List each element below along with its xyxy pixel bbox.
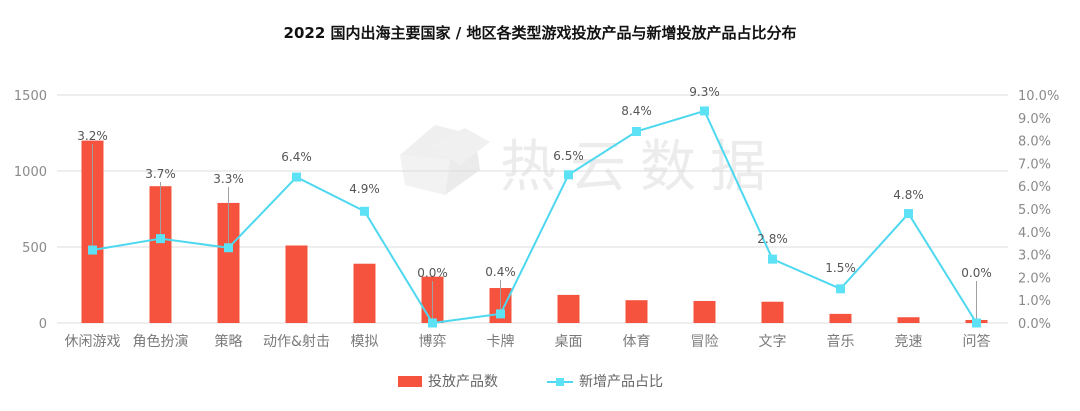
right-axis-tick: 8.0% xyxy=(1018,135,1051,150)
line-data-label: 6.4% xyxy=(281,150,312,164)
legend-item-line[interactable]: 新增产品占比 xyxy=(547,371,663,391)
line-data-label: 2.8% xyxy=(757,232,788,246)
line-marker[interactable] xyxy=(972,318,981,328)
line-marker[interactable] xyxy=(768,254,777,264)
x-axis-category: 策略 xyxy=(215,333,243,350)
x-axis-category: 卡牌 xyxy=(487,333,515,350)
line-data-label: 4.9% xyxy=(349,182,380,196)
line-data-label: 0.4% xyxy=(485,265,516,279)
right-axis-tick: 4.0% xyxy=(1018,226,1051,241)
line-marker[interactable] xyxy=(836,284,845,294)
bar[interactable] xyxy=(149,186,172,323)
data-label-leaders xyxy=(92,144,977,319)
line-data-label: 3.2% xyxy=(77,129,108,143)
x-axis-category: 问答 xyxy=(963,333,991,350)
legend-item-bar[interactable]: 投放产品数 xyxy=(398,371,498,391)
left-axis-tick: 500 xyxy=(22,241,47,256)
legend-line-label: 新增产品占比 xyxy=(579,374,663,390)
line-data-label: 4.8% xyxy=(893,188,924,202)
left-axis-tick: 0 xyxy=(39,317,47,332)
line-marker[interactable] xyxy=(564,170,573,180)
legend-bar-swatch-icon xyxy=(398,375,422,387)
x-axis-category: 音乐 xyxy=(827,333,855,350)
line-data-label: 9.3% xyxy=(689,85,720,99)
line-data-label: 3.3% xyxy=(213,172,244,186)
right-axis-tick: 3.0% xyxy=(1018,249,1051,264)
left-axis-tick: 1500 xyxy=(14,89,47,104)
x-axis-category: 桌面 xyxy=(555,334,583,350)
line-data-label: 3.7% xyxy=(145,167,176,181)
right-axis-tick: 0.0% xyxy=(1018,317,1051,332)
bar-series-投放产品数 xyxy=(81,140,988,323)
line-marker[interactable] xyxy=(496,309,505,319)
bar[interactable] xyxy=(285,245,308,323)
right-axis-tick: 10.0% xyxy=(1018,89,1059,104)
line-series-新增产品占比 xyxy=(88,106,981,328)
line-marker[interactable] xyxy=(428,318,437,328)
line-data-label: 8.4% xyxy=(621,104,652,118)
bar[interactable] xyxy=(897,317,920,323)
legend-bar-label: 投放产品数 xyxy=(428,374,498,390)
x-axis-category: 冒险 xyxy=(691,334,719,350)
right-axis-tick: 1.0% xyxy=(1018,294,1051,309)
right-axis-tick: 5.0% xyxy=(1018,203,1051,218)
x-axis-category: 角色扮演 xyxy=(133,333,189,350)
data-labels: 3.2% 3.7% 3.3% 6.4% 4.9% 0.0% 0.4% 6.5% 8.4% 9.3%… xyxy=(77,85,992,280)
right-axis-tick: 7.0% xyxy=(1018,157,1051,172)
line-marker[interactable] xyxy=(156,234,165,244)
left-axis-tick: 1000 xyxy=(14,165,47,180)
right-axis-tick: 9.0% xyxy=(1018,112,1051,127)
x-axis-category: 竞速 xyxy=(895,333,923,350)
x-axis-category: 体育 xyxy=(623,334,651,350)
line-data-label: 0.0% xyxy=(417,266,448,280)
line-marker[interactable] xyxy=(360,206,369,216)
bar[interactable] xyxy=(353,263,376,323)
bar[interactable] xyxy=(625,300,648,323)
line-marker[interactable] xyxy=(632,126,641,136)
x-axis-category: 博弈 xyxy=(419,333,447,350)
line-data-label: 6.5% xyxy=(553,149,584,163)
x-axis-category: 动作&射击 xyxy=(263,334,330,350)
line-marker[interactable] xyxy=(292,172,301,182)
line-marker[interactable] xyxy=(904,209,913,219)
gridlines xyxy=(57,94,1008,324)
legend-line-swatch-icon xyxy=(547,376,573,387)
legend: 投放产品数 新增产品占比 xyxy=(0,371,1080,393)
line-marker[interactable] xyxy=(224,243,233,253)
bar[interactable] xyxy=(557,294,580,323)
line-data-label: 1.5% xyxy=(825,261,856,275)
bar[interactable] xyxy=(829,313,852,323)
right-axis-tick: 2.0% xyxy=(1018,271,1051,286)
x-axis-category: 休闲游戏 xyxy=(65,334,121,350)
bar[interactable] xyxy=(693,300,716,323)
chart-title: 2022 国内出海主要国家 / 地区各类型游戏投放产品与新增投放产品占比分布 xyxy=(283,24,797,42)
line-path xyxy=(92,109,978,325)
bar[interactable] xyxy=(761,301,784,323)
right-axis-tick: 6.0% xyxy=(1018,180,1051,195)
line-data-label: 0.0% xyxy=(961,266,992,280)
right-y-axis: 0.0% 1.0% 2.0% 3.0% 4.0% 5.0% 6.0% 7.0% 8.0% 9.0%… xyxy=(1018,89,1059,332)
line-marker[interactable] xyxy=(700,106,709,116)
x-axis-categories: 休闲游戏 角色扮演 策略 动作&射击 模拟 博弈 卡牌 桌面 体育 冒险 文字 音乐 竞速 问答 xyxy=(65,333,991,350)
x-axis-category: 模拟 xyxy=(351,334,379,350)
bar[interactable] xyxy=(217,202,240,323)
line-marker[interactable] xyxy=(88,245,97,255)
left-y-axis: 0 500 1000 1500 xyxy=(14,89,47,332)
x-axis-category: 文字 xyxy=(759,334,787,350)
